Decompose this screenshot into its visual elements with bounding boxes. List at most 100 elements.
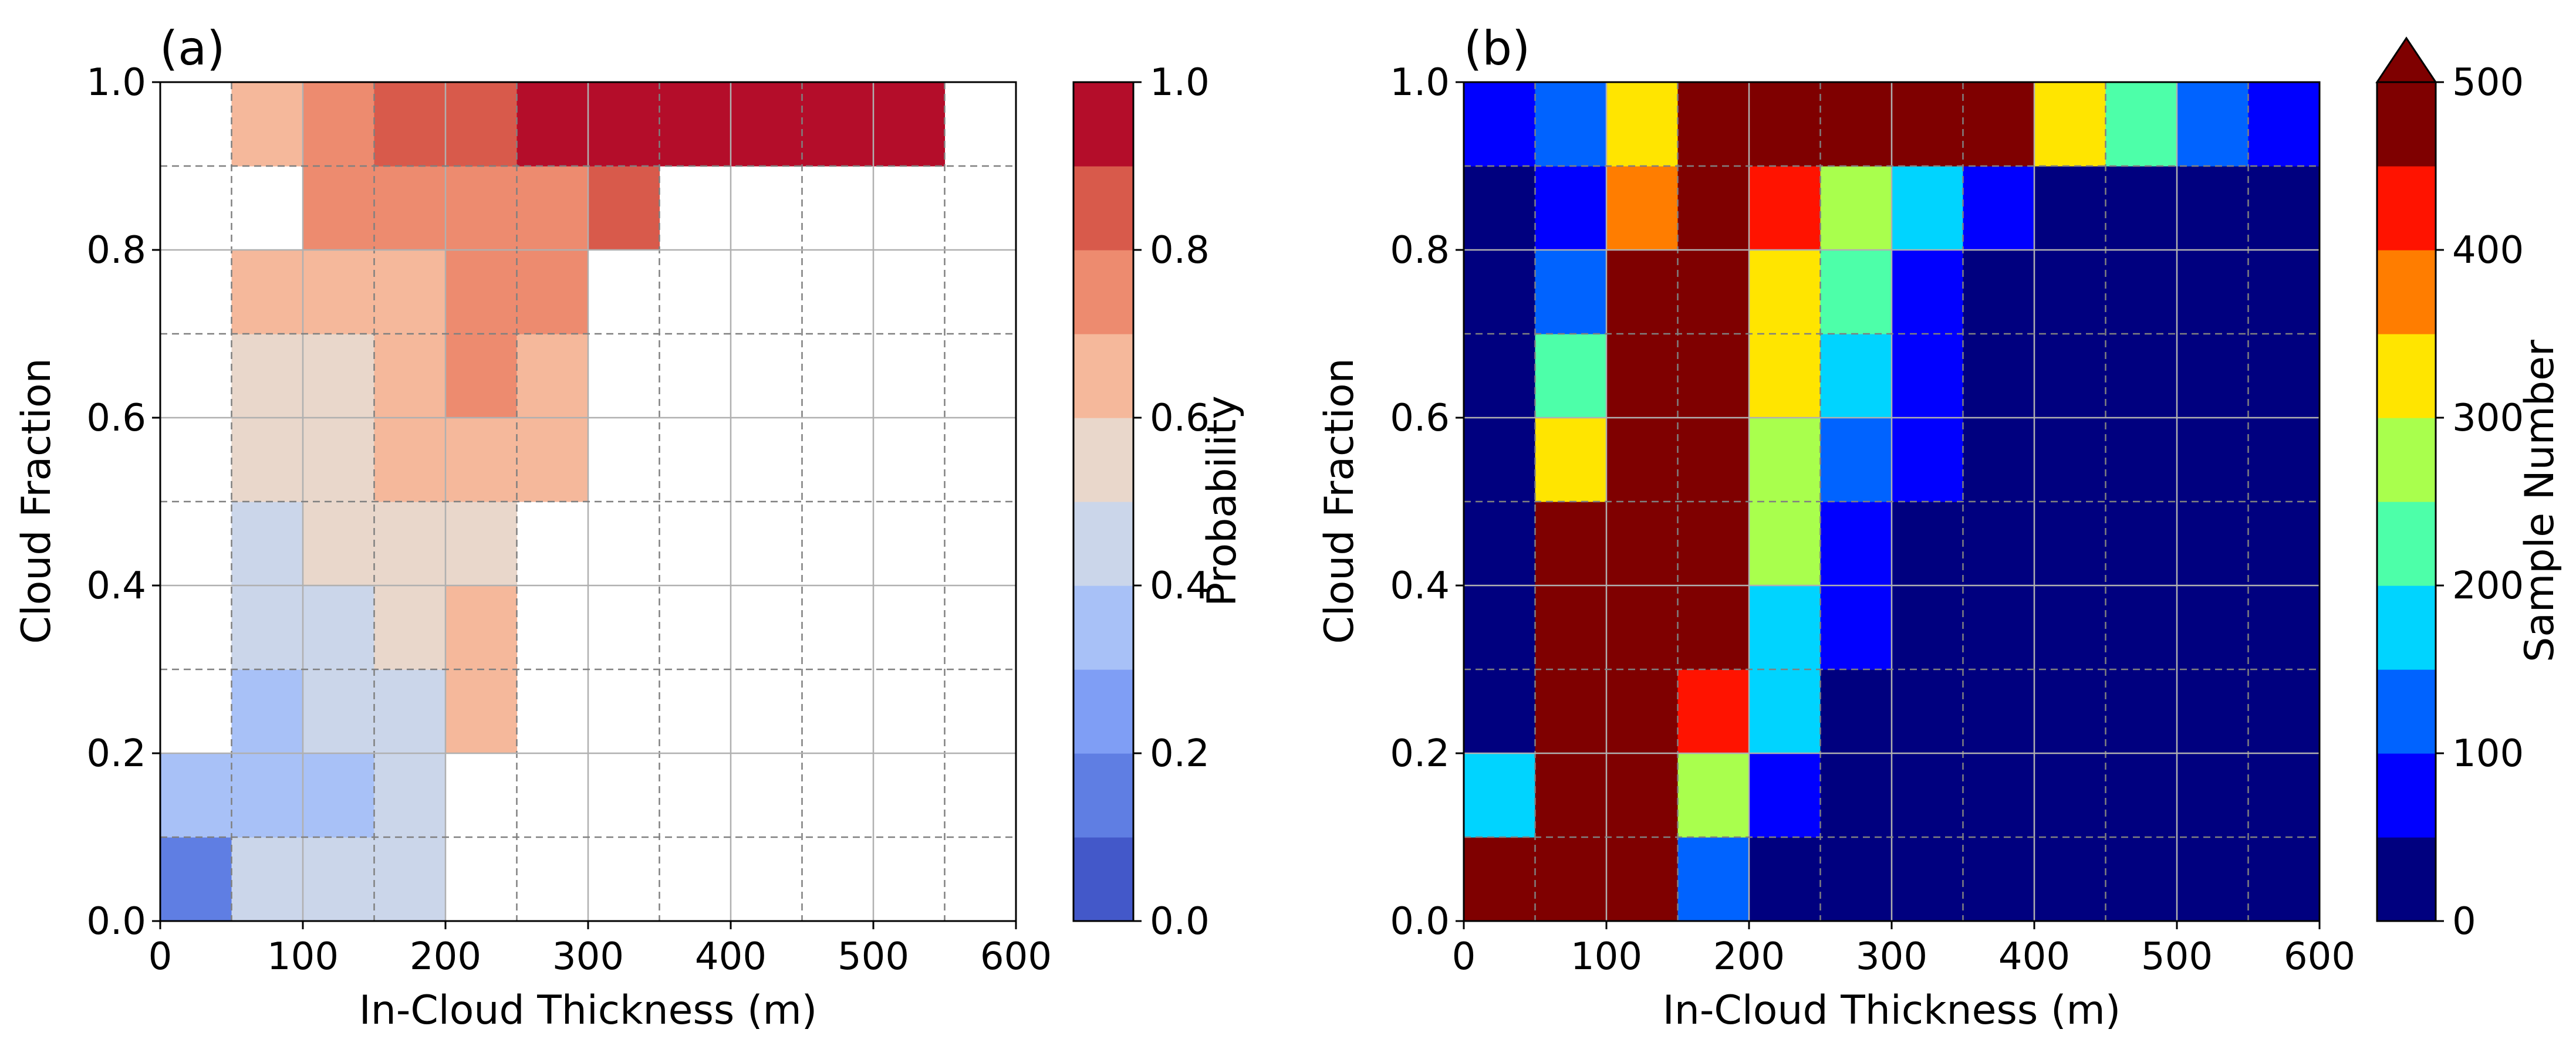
heatmap-cell	[516, 334, 589, 418]
heatmap-cell	[1820, 250, 1892, 334]
panel-b: 0 100 200 300 400 500 600 0.0 0.2 0.4 0.6 0.8 1.0 (…	[1316, 21, 2563, 1034]
heatmap-cell	[2177, 585, 2249, 670]
heatmap-cell	[1535, 502, 1607, 586]
heatmap-cell	[1677, 166, 1750, 251]
y-tick-label: 0.4	[1390, 564, 1450, 608]
heatmap-cell	[1963, 669, 2035, 754]
heatmap-cell	[1963, 82, 2035, 167]
y-tick-label: 0.2	[86, 732, 146, 776]
heatmap-cell	[303, 250, 375, 334]
heatmap-cell	[2248, 585, 2320, 670]
heatmap-cells	[1464, 82, 2320, 922]
heatmap-cell	[1535, 753, 1607, 838]
heatmap-cell	[1464, 585, 1536, 670]
heatmap-cell	[2034, 502, 2106, 586]
colorbar-tick-label: 1.0	[1150, 61, 1210, 104]
heatmap-cell	[1464, 82, 1536, 167]
x-tick-label: 300	[1856, 935, 1927, 979]
heatmap-cell	[303, 502, 375, 586]
heatmap-cell	[231, 250, 303, 334]
heatmap-cell	[1535, 166, 1607, 251]
heatmap-cell	[2105, 82, 2177, 167]
colorbar-tick-label: 0.2	[1150, 732, 1210, 776]
heatmap-cell	[1963, 753, 2035, 838]
heatmap-cell	[1820, 166, 1892, 251]
heatmap-cell	[1749, 753, 1821, 838]
heatmap-cell	[445, 166, 518, 251]
heatmap-cell	[374, 502, 446, 586]
heatmap-cell	[1464, 166, 1536, 251]
heatmap-cell	[1963, 166, 2035, 251]
heatmap-cell	[303, 585, 375, 670]
heatmap-cell	[2034, 837, 2106, 922]
colorbar-segment	[1073, 334, 1133, 418]
heatmap-cell	[516, 82, 589, 167]
heatmap-cell	[231, 502, 303, 586]
x-axis-label: In-Cloud Thickness (m)	[359, 987, 818, 1034]
heatmap-cell	[1749, 502, 1821, 586]
heatmap-cell	[2034, 585, 2106, 670]
heatmap-cell	[374, 669, 446, 754]
x-tick-label: 400	[1998, 935, 2070, 979]
heatmap-cell	[231, 418, 303, 502]
colorbar-segment	[1073, 837, 1133, 922]
heatmap-cell	[445, 82, 518, 167]
colorbar-tick-label: 0.8	[1150, 229, 1210, 272]
heatmap-cell	[2034, 334, 2106, 418]
heatmap-cell	[1464, 669, 1536, 754]
heatmap-cell	[2248, 250, 2320, 334]
heatmap-cell	[1464, 753, 1536, 838]
heatmap-cell	[1464, 502, 1536, 586]
heatmap-cell	[1535, 334, 1607, 418]
x-tick-label: 300	[552, 935, 624, 979]
colorbar-tick-label: 0.4	[1150, 564, 1210, 608]
colorbar-tick-label: 200	[2452, 564, 2524, 608]
heatmap-cell	[2177, 166, 2249, 251]
heatmap-cell	[1749, 669, 1821, 754]
heatmap-cell	[303, 669, 375, 754]
colorbar-tick-label: 500	[2452, 61, 2524, 104]
heatmap-cell	[1749, 585, 1821, 670]
colorbar-segment	[1073, 669, 1133, 754]
colorbar-segment	[2377, 166, 2436, 251]
x-tick-label: 400	[695, 935, 767, 979]
heatmap-cell	[1606, 166, 1679, 251]
y-tick-label: 0.0	[86, 900, 146, 943]
heatmap-cell	[2105, 585, 2177, 670]
gridlines	[1464, 82, 2320, 921]
heatmap-cell	[303, 753, 375, 838]
heatmap-cell	[1535, 585, 1607, 670]
y-tick-label: 0.6	[1390, 397, 1450, 440]
heatmap-cell	[231, 82, 303, 167]
colorbar: 0.0 0.2 0.4 0.6 0.8 1.0	[1072, 61, 1210, 943]
heatmap-cell	[374, 166, 446, 251]
heatmap-cell	[588, 166, 660, 251]
colorbar-segment	[1073, 250, 1133, 334]
y-tick-label: 0.8	[86, 229, 146, 272]
heatmap-cell	[1677, 82, 1750, 167]
heatmap-cell	[731, 82, 803, 167]
heatmap-cell	[374, 334, 446, 418]
heatmap-cells	[160, 82, 946, 922]
heatmap-cell	[1535, 418, 1607, 502]
heatmap-cell	[1535, 837, 1607, 922]
heatmap-cell	[1606, 585, 1679, 670]
x-tick-label: 600	[2284, 935, 2355, 979]
heatmap-cell	[2177, 837, 2249, 922]
y-tick-label: 0.8	[1390, 229, 1450, 272]
colorbar-segment	[2377, 82, 2436, 167]
heatmap-cell	[1677, 334, 1750, 418]
colorbar-segment	[2377, 837, 2436, 922]
heatmap-cell	[873, 82, 946, 167]
colorbar-segment	[2377, 334, 2436, 418]
x-axis-ticks: 0 100 200 300 400 500 600	[1452, 921, 2355, 979]
heatmap-cell	[2034, 418, 2106, 502]
heatmap-cell	[1749, 334, 1821, 418]
heatmap-cell	[303, 837, 375, 922]
heatmap-cell	[1606, 334, 1679, 418]
heatmap-cell	[1677, 669, 1750, 754]
heatmap-cell	[2105, 166, 2177, 251]
colorbar: 0 100 200 300 400 500	[2375, 36, 2524, 943]
heatmap-cell	[445, 418, 518, 502]
heatmap-cell	[2034, 250, 2106, 334]
